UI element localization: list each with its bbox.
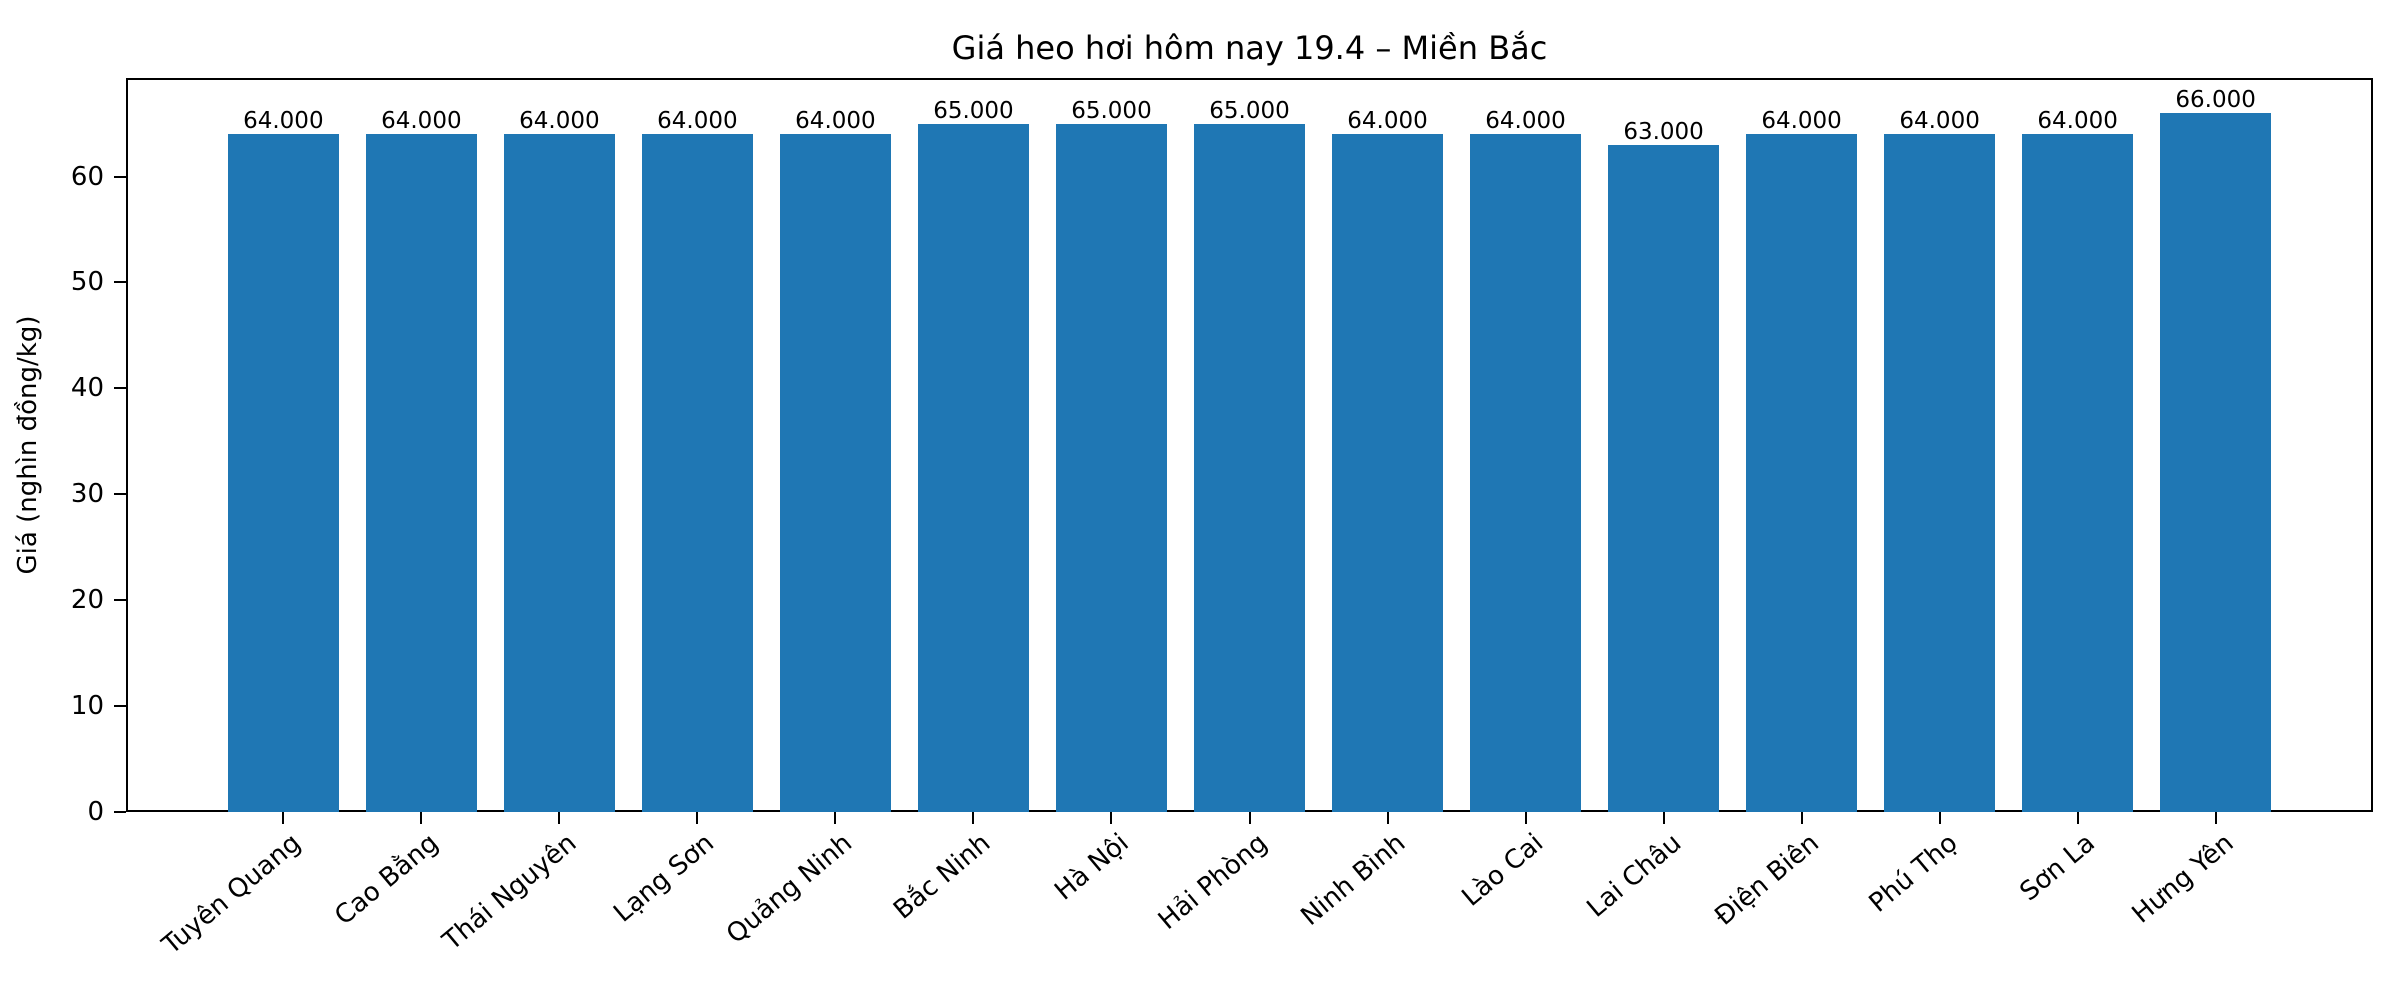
x-tick-label: Cao Bằng [329,828,445,932]
bar-value-label: 66.000 [2175,86,2256,113]
x-tick-label: Hưng Yên [2126,828,2240,930]
bar [1194,123,1305,812]
plot-area [126,78,2373,812]
x-tick [972,812,975,824]
x-tick [1662,812,1665,824]
x-tick [1524,812,1527,824]
bar [1608,144,1719,812]
bar-value-label: 65.000 [1071,97,1152,124]
bar-value-label: 64.000 [519,108,600,135]
bar [1332,134,1443,812]
bar-value-label: 64.000 [1899,108,1980,135]
bar [228,134,339,812]
y-tick-label: 30 [70,479,104,510]
bar-value-label: 64.000 [1761,108,1842,135]
y-tick-label: 0 [87,797,104,827]
x-tick [2214,812,2217,824]
x-tick [420,812,423,824]
bar-value-label: 65.000 [933,97,1014,124]
y-tick [114,705,126,708]
y-tick [114,493,126,496]
bar-value-label: 64.000 [381,108,462,135]
x-tick-label: Thái Nguyên [437,828,583,957]
bar [1470,134,1581,812]
x-tick [1938,812,1941,824]
x-tick-label: Ninh Bình [1294,828,1411,932]
x-tick [834,812,837,824]
x-tick [1248,812,1251,824]
x-tick-label: Bắc Ninh [888,828,997,926]
y-axis-label: Giá (nghìn đồng/kg) [13,315,43,575]
bar [2022,134,2133,812]
x-tick [1800,812,1803,824]
bar [780,134,891,812]
y-tick-label: 40 [70,373,104,404]
x-tick [282,812,285,824]
x-tick-label: Phú Thọ [1863,828,1964,919]
bar [1056,123,1167,812]
bar-value-label: 64.000 [1347,108,1428,135]
x-tick-label: Sơn La [2014,828,2101,908]
bar-value-label: 64.000 [243,108,324,135]
bar [366,134,477,812]
x-tick-label: Lào Cai [1455,828,1549,913]
y-tick-label: 20 [70,585,104,616]
y-tick-label: 50 [70,267,104,298]
bar-value-label: 64.000 [795,108,876,135]
y-tick-label: 10 [70,691,104,722]
x-tick [696,812,699,824]
bar [918,123,1029,812]
y-tick-label: 60 [70,161,104,192]
x-tick-label: Hà Nội [1049,828,1136,907]
bar-value-label: 64.000 [2037,108,2118,135]
y-tick [114,599,126,602]
x-tick [1110,812,1113,824]
bar-value-label: 63.000 [1623,118,1704,145]
x-tick [2076,812,2079,824]
chart-title: Giá heo hơi hôm nay 19.4 – Miền Bắc [951,29,1548,67]
bar [1884,134,1995,812]
x-tick [558,812,561,824]
y-tick [114,175,126,178]
bar-value-label: 64.000 [1485,108,1566,135]
bar [2160,112,2271,812]
bar [642,134,753,812]
x-tick-label: Điện Biên [1708,828,1825,932]
y-tick [114,811,126,813]
y-tick [114,281,126,284]
x-tick [1386,812,1389,824]
x-tick-label: Lạng Sơn [608,828,721,929]
bar-value-label: 64.000 [657,108,738,135]
y-tick [114,387,126,390]
x-tick-label: Quảng Ninh [721,828,859,950]
x-tick-label: Lai Châu [1580,828,1687,924]
x-tick-label: Hải Phòng [1152,828,1273,936]
bar-value-label: 65.000 [1209,97,1290,124]
bar [1746,134,1857,812]
bar [504,134,615,812]
x-tick-label: Tuyên Quang [157,828,308,961]
